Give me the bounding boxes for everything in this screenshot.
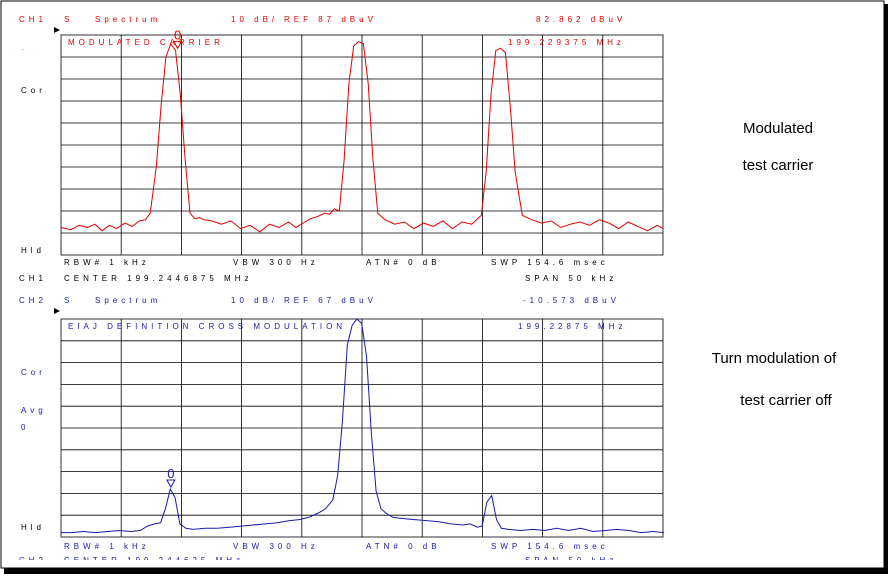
ch2-atn: ATN# 0 dB: [366, 542, 441, 551]
ch2-side-zero: 0: [21, 423, 29, 432]
ch1-marker-triangle-icon: [172, 40, 183, 50]
ch1-trace: [61, 41, 664, 233]
ch2-marker-triangle-icon: [166, 479, 176, 489]
ch2-trace: [60, 318, 664, 534]
annotation-bottom-line1: Turn modulation of: [712, 350, 837, 367]
ch2-header-mode: Spectrum: [95, 296, 161, 305]
ch1-marker-frequency: 199.229375 MHz: [508, 38, 625, 47]
ch1-center-channel: CH1: [19, 274, 47, 283]
ch1-side-hld: Hld: [21, 246, 45, 255]
ch2-plot: EIAJ DEFINITION CROSS MODULATION 199.228…: [54, 308, 664, 538]
ch2-side-hld: Hld: [21, 523, 45, 532]
ch1-vbw: VBW 300 Hz: [233, 258, 319, 267]
ch2-arrow: [54, 308, 60, 314]
ch1-center: CENTER 199.2446875 MHz: [64, 274, 253, 283]
ch1-header-marker-level: 82.862 dBuV: [536, 15, 626, 24]
ch1-side-dot: ·: [21, 45, 28, 54]
annotation-top-line2: test carrier: [743, 157, 814, 174]
ch1-header: CH1 S Spectrum 10 dB/ REF 87 dBuV 82.862…: [19, 15, 626, 24]
ch2-rbw: RBW# 1 kHz: [64, 542, 150, 551]
ch2-marker: 0: [166, 466, 176, 489]
ch2-swp: SWP 154.6 msec: [491, 542, 609, 551]
ch1-header-scale: 10 dB/: [231, 15, 278, 24]
ch1-mode-label: MODULATED CARRIER: [68, 38, 224, 47]
ch2-header-marker-level: -10.573 dBuV: [523, 296, 620, 305]
ch2-marker-symbol: 0: [167, 466, 174, 481]
ch2-header-scale: 10 dB/: [231, 296, 278, 305]
ch1-swp: SWP 154.6 msec: [491, 258, 609, 267]
ch1-plot: MODULATED CARRIER 199.229375 MHz 0: [54, 27, 664, 256]
ch1-arrow: [54, 27, 60, 33]
annotation-bottom-line2: test carrier off: [740, 392, 832, 409]
ch2-vbw: VBW 300 Hz: [233, 542, 319, 551]
ch1-atn: ATN# 0 dB: [366, 258, 441, 267]
ch2-header: CH2 S Spectrum 10 dB/ REF 67 dBuV -10.57…: [19, 296, 620, 305]
ch2-side-cor: Cor: [21, 368, 46, 377]
ch1-header-mode: Spectrum: [95, 15, 161, 24]
ch1-footer: RBW# 1 kHz VBW 300 Hz ATN# 0 dB SWP 154.…: [19, 258, 617, 283]
bottom-clip: [2, 560, 702, 567]
ch2-header-ref: REF 67 dBuV: [284, 296, 377, 305]
ch1-header-ref: REF 87 dBuV: [284, 15, 377, 24]
ch2-marker-frequency: 199.22875 MHz: [518, 322, 626, 331]
ch2-side-avg: Avg: [21, 406, 47, 415]
ch2-header-sweep-mode: S: [64, 296, 73, 305]
ch2-mode-label: EIAJ DEFINITION CROSS MODULATION: [68, 322, 346, 331]
ch2-header-channel: CH2: [19, 296, 47, 305]
ch1-header-channel: CH1: [19, 15, 47, 24]
ch1-rbw: RBW# 1 kHz: [64, 258, 150, 267]
ch1-marker-symbol: 0: [174, 27, 181, 42]
annotation-top-line1: Modulated: [743, 120, 813, 137]
ch2-grid: [60, 318, 664, 538]
ch1-side-cor: Cor: [21, 86, 46, 95]
ch1-grid: [60, 34, 664, 256]
ch1-span: SPAN 50 kHz: [525, 274, 617, 283]
ch1-header-sweep-mode: S: [64, 15, 73, 24]
ch1-marker: 0: [172, 27, 183, 50]
